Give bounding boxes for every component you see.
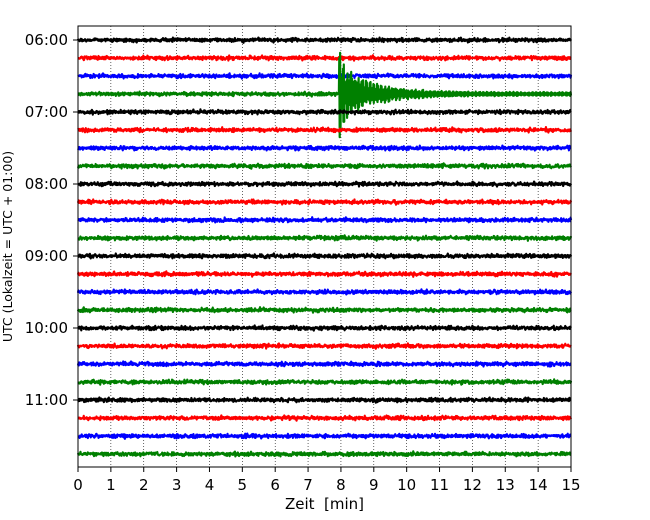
trace-0915: [76, 270, 572, 278]
trace-1000: [76, 324, 572, 332]
y-tick-label: 07:00: [25, 103, 68, 121]
trace-1045: [77, 378, 573, 386]
x-tick-label: 12: [463, 476, 482, 494]
x-tick-label: 2: [139, 476, 149, 494]
x-tick-label: 0: [73, 476, 83, 494]
trace-0730: [77, 144, 572, 152]
y-tick-label: 09:00: [25, 247, 68, 265]
y-axis-ticks: 06:00 07:00 08:00 09:00 10:00 11:00: [25, 31, 78, 409]
trace-0630: [77, 72, 573, 80]
trace-0845: [77, 234, 573, 242]
x-tick-label: 10: [397, 476, 416, 494]
x-tick-label: 6: [270, 476, 280, 494]
plot-frame: [77, 25, 572, 468]
trace-1030: [76, 360, 572, 368]
trace-0930: [76, 288, 573, 296]
y-tick-label: 06:00: [25, 31, 68, 49]
trace-0800: [77, 180, 573, 188]
x-tick-label: 7: [303, 476, 313, 494]
y-tick-label: 10:00: [25, 319, 68, 337]
y-tick-label: 11:00: [25, 391, 68, 409]
trace-1015: [76, 342, 572, 350]
trace-0830: [77, 216, 573, 224]
trace-0645: [77, 51, 573, 139]
x-tick-label: 1: [106, 476, 116, 494]
x-tick-label: 15: [561, 476, 580, 494]
x-tick-label: 8: [336, 476, 346, 494]
x-axis-label: Zeit [min]: [285, 495, 364, 513]
x-tick-label: 9: [369, 476, 379, 494]
y-tick-label: 08:00: [25, 175, 68, 193]
trace-1145: [76, 450, 572, 458]
x-tick-label: 14: [529, 476, 548, 494]
seismic-traces: [76, 36, 573, 458]
trace-0600: [76, 36, 572, 44]
trace-0945: [76, 306, 572, 314]
trace-1130: [77, 432, 572, 440]
x-tick-label: 13: [496, 476, 515, 494]
trace-0815: [76, 198, 573, 206]
x-tick-label: 11: [430, 476, 449, 494]
trace-0900: [77, 252, 573, 260]
x-tick-label: 5: [238, 476, 248, 494]
x-tick-label: 4: [205, 476, 215, 494]
trace-0715: [77, 125, 573, 134]
x-tick-label: 3: [172, 476, 182, 494]
trace-1115: [77, 414, 573, 422]
trace-0745: [76, 162, 572, 170]
trace-0700: [77, 108, 572, 116]
trace-1100: [77, 396, 572, 404]
y-axis-label: UTC (Lokalzeit = UTC + 01:00): [0, 151, 15, 342]
trace-0615: [77, 54, 572, 62]
x-axis-ticks: 0 1 2 3 4 5 6 7 8 9 10 11 12 13 14 15: [73, 467, 581, 494]
